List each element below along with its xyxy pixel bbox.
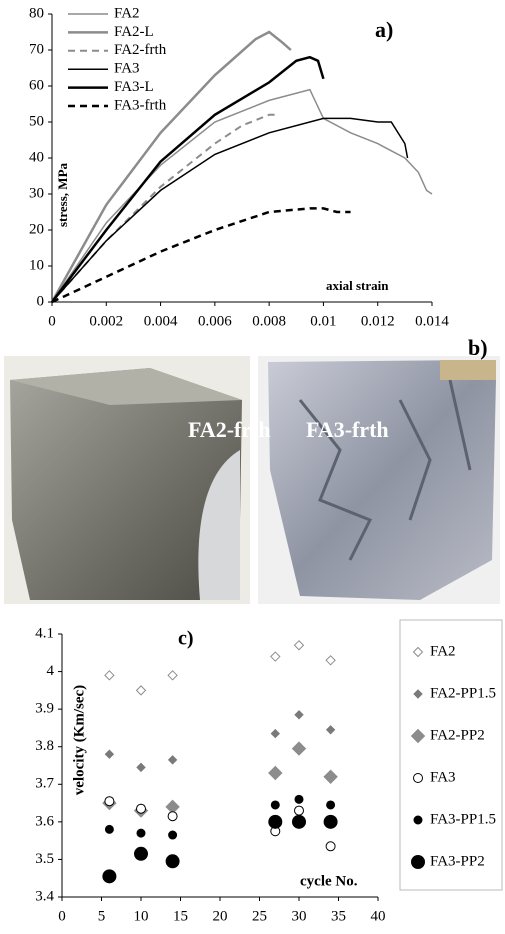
marker [324, 770, 337, 783]
y-tick-label: 80 [29, 5, 44, 21]
legend-marker [414, 816, 422, 824]
legend-box [400, 620, 502, 890]
photo-caption: FA2-frth [188, 417, 271, 442]
marker [295, 795, 303, 803]
marker [295, 711, 303, 719]
x-tick-label: 0.01 [310, 313, 336, 329]
marker [166, 855, 179, 868]
marker [105, 671, 114, 680]
x-tick-label: 0.002 [89, 313, 123, 329]
y-tick-label: 3.5 [35, 851, 54, 867]
marker [271, 652, 280, 661]
x-tick-label: 0 [48, 313, 56, 329]
y-tick-label: 3.9 [35, 701, 54, 717]
legend-label: FA2-frth [114, 42, 167, 58]
legend-marker [414, 690, 422, 698]
marker [137, 829, 145, 837]
legend-marker [414, 648, 423, 657]
legend-label: FA3-frth [114, 97, 167, 113]
x-tick-label: 0.014 [415, 313, 449, 329]
y-axis-label: velocity (Km/sec) [71, 685, 87, 795]
marker [105, 825, 113, 833]
legend-label: FA3 [114, 61, 140, 77]
panel-label: c) [178, 628, 194, 650]
x-tick-label: 0.004 [144, 313, 178, 329]
x-axis-label: cycle No. [300, 873, 358, 889]
y-tick-label: 4 [47, 663, 55, 679]
marker [137, 686, 146, 695]
marker [269, 815, 282, 828]
y-tick-label: 50 [29, 113, 44, 129]
legend-label: FA2 [114, 5, 140, 21]
legend-label: FA2 [430, 643, 456, 659]
y-axis-label: stress, MPa [55, 162, 70, 227]
x-tick-label: 35 [331, 908, 346, 924]
marker [105, 750, 113, 758]
x-tick-label: 0.008 [252, 313, 286, 329]
marker [168, 671, 177, 680]
marker [168, 812, 177, 821]
marker [293, 815, 306, 828]
y-tick-label: 3.8 [35, 738, 54, 754]
y-tick-label: 40 [29, 149, 44, 165]
x-tick-label: 0 [58, 908, 66, 924]
marker [327, 801, 335, 809]
legend-label: FA3 [430, 769, 456, 785]
x-tick-label: 30 [292, 908, 307, 924]
legend-label: FA2-PP1.5 [430, 685, 496, 701]
marker [137, 763, 145, 771]
photo-caption: FA3-frth [306, 417, 389, 442]
panel-label: a) [375, 17, 393, 42]
y-tick-label: 20 [29, 221, 44, 237]
marker [271, 801, 279, 809]
legend-label: FA2-PP2 [430, 727, 485, 743]
x-tick-label: 20 [213, 908, 228, 924]
marker [295, 641, 304, 650]
x-tick-label: 40 [371, 908, 386, 924]
legend-marker [414, 774, 423, 783]
panel-label: b) [468, 335, 488, 360]
marker [137, 804, 146, 813]
data-line [52, 118, 408, 302]
y-tick-label: 3.7 [35, 776, 54, 792]
legend-label: FA3-PP1.5 [430, 811, 496, 827]
data-line [52, 57, 323, 302]
x-axis-label: axial strain [326, 278, 389, 293]
marker [103, 870, 116, 883]
figure: b) FA2-frth FA3-frth a) axial strain str… [0, 0, 505, 934]
y-tick-label: 70 [29, 41, 44, 57]
marker [326, 656, 335, 665]
y-tick-label: 3.6 [35, 813, 54, 829]
legend-label: FA3-PP2 [430, 853, 485, 869]
marker [169, 756, 177, 764]
marker [327, 726, 335, 734]
photo-panel [4, 356, 500, 604]
marker [135, 847, 148, 860]
legend-label: FA3-L [114, 79, 154, 95]
legend-marker [412, 730, 425, 743]
legend-marker [412, 856, 425, 869]
marker [295, 806, 304, 815]
marker [326, 842, 335, 851]
marker [324, 815, 337, 828]
marker [105, 797, 114, 806]
y-tick-label: 0 [37, 293, 45, 309]
marker [269, 767, 282, 780]
x-tick-label: 0.012 [361, 313, 395, 329]
x-tick-label: 0.006 [198, 313, 232, 329]
legend-label: FA2-L [114, 24, 154, 40]
y-tick-label: 60 [29, 77, 44, 93]
y-tick-label: 4.1 [35, 625, 54, 641]
x-tick-label: 10 [134, 908, 149, 924]
marker [271, 730, 279, 738]
data-line [52, 115, 275, 302]
x-tick-label: 25 [252, 908, 267, 924]
y-tick-label: 30 [29, 185, 44, 201]
x-tick-label: 5 [98, 908, 106, 924]
y-tick-label: 10 [29, 257, 44, 273]
y-tick-label: 3.4 [35, 888, 54, 904]
marker [169, 831, 177, 839]
x-tick-label: 15 [173, 908, 188, 924]
marker [293, 742, 306, 755]
